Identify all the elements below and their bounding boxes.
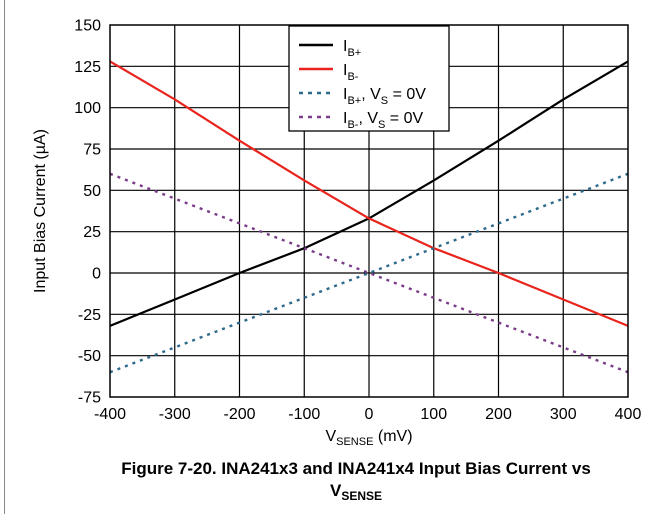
legend-label-vs-rest: = 0V — [385, 110, 423, 127]
series-line-2 — [109, 60, 629, 327]
legend-label-sub: B+ — [347, 95, 361, 107]
caption-line-1: Figure 7-20. INA241x3 and INA241x4 Input… — [121, 459, 591, 478]
caption-vsense-sub: SENSE — [341, 489, 383, 503]
y-tick-label: 75 — [83, 142, 101, 159]
y-tick-label: 125 — [74, 59, 101, 76]
legend-label-vs-sub: S — [378, 119, 385, 131]
legend-label-main: I — [343, 110, 347, 127]
x-tick-label: -400 — [94, 406, 126, 423]
legend-label-main: I — [343, 86, 347, 103]
y-tick-label: 50 — [83, 183, 101, 200]
legend-label-sub: B- — [347, 119, 358, 131]
y-tick-label: -25 — [78, 307, 101, 324]
legend-label-main: I — [343, 38, 347, 55]
legend-label-main: I — [343, 62, 347, 79]
y-axis-label: Input Bias Current (µA) — [32, 129, 49, 293]
y-tick-label: 25 — [83, 224, 101, 241]
x-tick-label: 100 — [420, 406, 447, 423]
legend-label-sub: B- — [347, 71, 358, 83]
legend-label-sub: B+ — [347, 47, 361, 59]
legend-label-3: IB+, VS = 0V — [343, 86, 426, 107]
legend-label-vs-rest: = 0V — [388, 86, 426, 103]
x-tick-label: 200 — [485, 406, 512, 423]
figure-caption: Figure 7-20. INA241x3 and INA241x4 Input… — [40, 458, 672, 507]
x-axis-label-sub: SENSE — [336, 436, 373, 448]
legend-label-rest: , — [361, 86, 370, 103]
x-axis-label-unit: (mV) — [373, 428, 412, 445]
legend-label-vs: V — [370, 86, 381, 103]
x-tick-label: -300 — [159, 406, 191, 423]
x-tick-label: 400 — [615, 406, 642, 423]
legend-label-4: IB-, VS = 0V — [343, 110, 423, 131]
x-axis-label-main: V — [325, 428, 336, 445]
legend-label-1: IB+ — [343, 38, 361, 59]
y-tick-label: 100 — [74, 100, 101, 117]
caption-line-2: VSENSE — [329, 481, 383, 503]
legend-label-vs-sub: S — [381, 95, 388, 107]
plot-frame — [109, 24, 629, 398]
legend-label-vs: V — [367, 110, 378, 127]
x-tick-label: 300 — [550, 406, 577, 423]
y-tick-label: 0 — [92, 266, 101, 283]
legend-box — [288, 25, 450, 132]
x-tick-label: -100 — [288, 406, 320, 423]
legend-label-rest: , — [358, 110, 367, 127]
x-tick-label: -200 — [223, 406, 255, 423]
page-frame-left-rule — [4, 0, 5, 514]
x-axis-label: VSENSE (mV) — [325, 428, 412, 448]
caption-vsense-main: V — [329, 481, 342, 500]
y-tick-label: 150 — [74, 18, 101, 35]
y-tick-label: -75 — [78, 390, 101, 407]
y-tick-label: -50 — [78, 348, 101, 365]
legend-label-2: IB- — [343, 62, 359, 83]
x-tick-label: 0 — [365, 406, 374, 423]
